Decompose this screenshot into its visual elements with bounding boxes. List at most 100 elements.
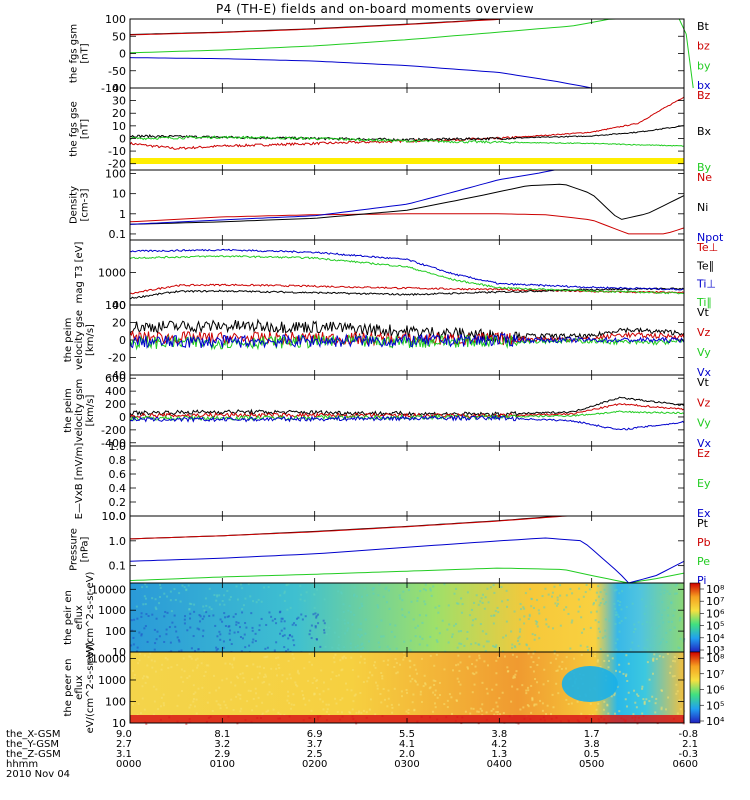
trace-density-Ne	[130, 214, 684, 234]
trace-temperature-Te∥	[130, 288, 684, 299]
y-tick-label: 1	[119, 208, 126, 221]
trace-fgs_gsm-bx	[130, 58, 592, 88]
y-tick-label: 0.1	[109, 228, 127, 241]
y-tick-label: 1000	[98, 604, 126, 617]
y-axis-label: the peim velocity gsm [km/s]	[63, 379, 96, 443]
y-tick-label: 200	[105, 398, 126, 411]
y-axis-label-line: E—VxB [mV/m]	[74, 443, 85, 520]
y-axis-label-line: velocity gsm	[74, 379, 85, 443]
colorbar-ion_spectrogram: 10⁸10⁷10⁶10⁵10⁴10³	[690, 583, 725, 657]
y-tick-label: 0.4	[109, 482, 127, 495]
y-axis-label-line: eflux	[74, 605, 85, 630]
legend-entry: Ey	[697, 477, 711, 490]
colorbar-electron_spectrogram: 10⁸ 10⁷ 10⁶ 10⁵ 10⁴	[690, 652, 725, 728]
panel-fgs_gse: 403020100-10-20the fgs gse [nT]BzBxBy	[69, 82, 712, 174]
y-axis-label-line: Pressure	[69, 528, 80, 571]
colorbar-tick-label: 10⁸	[706, 652, 725, 665]
y-axis-label: mag T3 [eV]	[74, 241, 85, 303]
trace-temperature-Te⊥	[130, 284, 684, 294]
trace-fgs_gsm-Bt	[130, 19, 546, 35]
y-tick-label: -20	[108, 352, 126, 365]
panel-fgs_gsm: 100500-50-100the fgs gsm [nT]Btbzbybx	[69, 13, 711, 95]
y-tick-label: 600	[105, 372, 126, 385]
panel-electron_spectrogram: 10⁸ 10⁷ 10⁶ 10⁵ 10⁴ 10000 1000 100 10 the peer en…	[63, 641, 725, 733]
trace-pressure-Pt	[130, 516, 573, 539]
y-tick-label: 10000	[91, 583, 126, 596]
panel-velocity_gse: 40200-20-40the peim velocity gse [km/s]VtV…	[63, 299, 712, 382]
orbit-row-value: 0300	[394, 759, 419, 770]
y-tick-label: 400	[105, 385, 126, 398]
legend-entry: Vy	[697, 346, 711, 359]
panel-frame	[130, 19, 684, 88]
y-tick-label: 0.1	[109, 560, 127, 573]
spectrogram-ion_spectrogram	[130, 583, 684, 652]
colorbar-tick-label: 10⁴	[706, 632, 725, 645]
y-axis-label-line: the fgs gse	[69, 101, 80, 157]
y-tick-label: -200	[101, 424, 126, 437]
colorbar-tick-label: 10⁶	[706, 684, 725, 697]
y-axis-label-line: velocity gse	[74, 310, 85, 370]
trace-velocity_gsm-Vx	[130, 416, 684, 430]
y-tick-label: 10.0	[102, 510, 127, 523]
colorbar-tick-label: 10⁷	[706, 668, 724, 681]
trace-pressure-Pi	[130, 538, 684, 583]
legend-entry: Vz	[697, 326, 711, 339]
orbit-row-value: 0600	[673, 759, 698, 770]
y-tick-label: 0	[119, 334, 126, 347]
y-tick-label: 0	[119, 48, 126, 61]
y-axis-label: the peer en eflux eV/(cm^2-s-sr-eV)	[63, 641, 96, 733]
y-axis-label: Pressure [nPa]	[69, 528, 91, 571]
y-tick-label: 0	[119, 132, 126, 145]
legend-entry: Pt	[697, 517, 709, 530]
y-axis-label-line: the peir en	[63, 590, 74, 645]
colorbar-tick-label: 10⁶	[706, 607, 725, 620]
y-tick-label: 0.8	[109, 454, 127, 467]
panel-efield: 1.00.80.60.40.20.0E—VxB [mV/m] EzEyEx	[74, 440, 711, 523]
y-tick-label: 20	[112, 107, 126, 120]
y-tick-label: 40	[112, 82, 126, 95]
y-tick-label: 1000	[98, 267, 126, 280]
legend-entry: Pb	[697, 536, 711, 549]
y-axis-label-line: [km/s]	[85, 324, 96, 356]
legend-entry: Ne	[697, 171, 712, 184]
legend-entry: Bz	[697, 89, 711, 102]
panel-density: 100 10 1 0.1 Density [cm-3] Ne Ni Npot	[69, 168, 724, 244]
y-tick-label: 1.0	[109, 440, 127, 453]
y-axis-label: the peim velocity gse [km/s]	[63, 310, 96, 370]
y-axis-label-line: eflux	[74, 675, 85, 700]
y-axis-label-line: the fgs gsm	[69, 24, 80, 83]
y-axis-label: the fgs gsm [nT]	[69, 24, 91, 83]
yellow-flag-bar	[130, 158, 684, 164]
y-tick-label: 100	[105, 625, 126, 638]
colorbar-tick-label: 10⁸	[706, 583, 725, 596]
legend-entry: Ni	[697, 201, 708, 214]
panel-pressure: 10.0 1.0 0.1 Pressure [nPa] Pt Pb Pe Pi	[69, 510, 711, 587]
colorbar-tick-label: 10⁵	[706, 620, 724, 633]
orbit-row-value: 0000	[116, 759, 141, 770]
y-axis-label-line: mag T3 [eV]	[74, 241, 85, 303]
orbit-row-value: 0400	[487, 759, 512, 770]
colorbar-tick-label: 10⁵	[706, 699, 724, 712]
y-tick-label: 20	[112, 317, 126, 330]
trace-fgs_gse-Bx	[130, 126, 684, 141]
colorbar-tick-label: 10⁴	[706, 715, 725, 728]
legend-entry: Ez	[697, 447, 710, 460]
y-tick-label: 0.2	[109, 496, 127, 509]
orbit-row-value: 0200	[302, 759, 327, 770]
date-label: 2010 Nov 04	[6, 769, 70, 780]
legend-entry: Bx	[697, 125, 712, 138]
legend-entry: by	[697, 59, 711, 72]
trace-fgs_gsm-by	[130, 19, 693, 88]
y-axis-label-line: [cm-3]	[80, 188, 91, 221]
y-axis-label: E—VxB [mV/m]	[74, 443, 85, 520]
y-tick-label: 40	[112, 299, 126, 312]
legend-entry: Te∥	[696, 259, 714, 272]
y-tick-label: 100	[105, 695, 126, 708]
y-tick-label: 10000	[91, 652, 126, 665]
panel-ion_spectrogram: 10⁸10⁷10⁶10⁵10⁴10³10000100010010the peir…	[63, 571, 725, 663]
panel-frame	[130, 170, 684, 240]
y-tick-label: 50	[112, 30, 126, 43]
y-axis-label-line: [nT]	[80, 43, 91, 63]
colorbar-tick-label: 10⁷	[706, 595, 724, 608]
